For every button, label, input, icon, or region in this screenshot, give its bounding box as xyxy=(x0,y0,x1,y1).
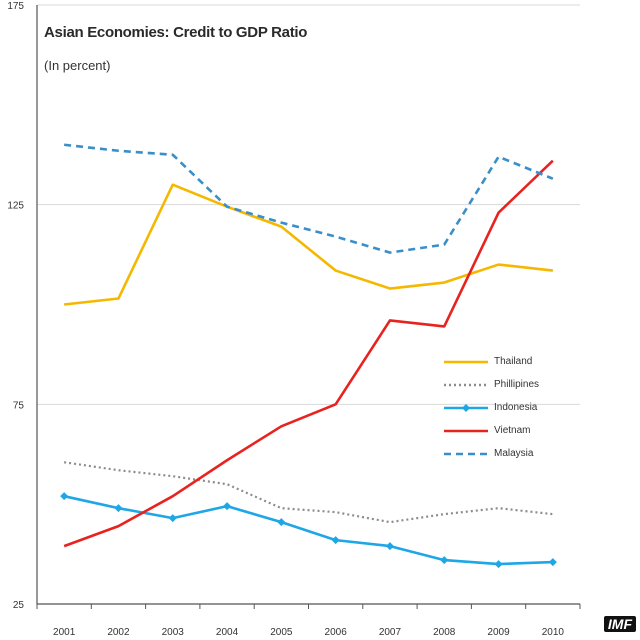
x-tick-label: 2009 xyxy=(487,627,510,638)
series-line-vietnam xyxy=(63,159,554,548)
legend-item: Indonesia xyxy=(444,396,539,419)
legend-label: Malaysia xyxy=(494,448,534,459)
legend-swatch-graphic xyxy=(444,429,488,432)
data-point-indonesia xyxy=(168,514,177,523)
legend-swatch-graphic xyxy=(444,360,488,363)
series-line-indonesia xyxy=(63,494,553,566)
chart-title: Asian Economies: Credit to GDP Ratio xyxy=(44,24,308,41)
data-point-indonesia xyxy=(385,542,394,551)
y-tick-label: 75 xyxy=(13,400,25,411)
data-point-indonesia xyxy=(331,536,340,545)
legend-item: Thailand xyxy=(444,350,539,373)
grid-layer xyxy=(37,4,580,405)
legend-swatch xyxy=(444,357,488,367)
axis-layer xyxy=(36,5,581,609)
y-tick-label: 25 xyxy=(13,600,25,611)
legend-label: Phillipines xyxy=(494,379,540,390)
legend-label: Indonesia xyxy=(494,402,538,413)
legend-item: Malaysia xyxy=(444,442,539,465)
legend-label: Vietnam xyxy=(494,425,531,436)
legend-swatch-graphic xyxy=(444,403,488,412)
series-line-malaysia xyxy=(64,143,554,254)
legend-label: Thailand xyxy=(494,356,533,367)
legend-item: Phillipines xyxy=(444,373,539,396)
series-line-phillipines xyxy=(63,461,553,524)
data-point-indonesia xyxy=(494,560,503,569)
chart-subtitle: (In percent) xyxy=(44,58,111,73)
x-tick-label: 2001 xyxy=(53,627,76,638)
tick-layer: 25 75 125 175 2001 2002 2003 2004 2005 2006 2007 20… xyxy=(7,1,564,638)
x-tick-label: 2005 xyxy=(270,627,293,638)
legend-swatch-graphic xyxy=(444,452,488,455)
x-tick-label: 2004 xyxy=(216,627,239,638)
data-point-indonesia xyxy=(223,502,232,511)
series-line-thailand xyxy=(64,183,553,306)
x-tick-label: 2006 xyxy=(325,627,348,638)
data-point-indonesia xyxy=(548,558,557,567)
legend-swatch xyxy=(444,449,488,459)
x-tick-label: 2002 xyxy=(107,627,130,638)
legend-swatch-graphic xyxy=(444,383,488,386)
data-point-indonesia xyxy=(60,492,69,501)
x-tick-label: 2007 xyxy=(379,627,402,638)
x-tick-label: 2003 xyxy=(162,627,185,638)
legend-swatch xyxy=(444,426,488,436)
chart-legend: Thailand Phillipines Indonesia Vietnam Malay… xyxy=(444,350,539,465)
legend-marker xyxy=(462,403,470,412)
data-point-indonesia xyxy=(440,556,449,565)
x-tick-label: 2008 xyxy=(433,627,456,638)
source-logo: IMF xyxy=(603,616,636,632)
legend-swatch xyxy=(444,380,488,390)
legend-swatch xyxy=(444,403,488,413)
legend-item: Vietnam xyxy=(444,419,539,442)
data-point-indonesia xyxy=(114,504,123,513)
y-tick-label: 175 xyxy=(7,1,24,12)
y-tick-label: 125 xyxy=(7,201,24,212)
data-point-indonesia xyxy=(277,518,286,527)
x-tick-label: 2010 xyxy=(542,627,565,638)
series-layer xyxy=(60,143,557,569)
